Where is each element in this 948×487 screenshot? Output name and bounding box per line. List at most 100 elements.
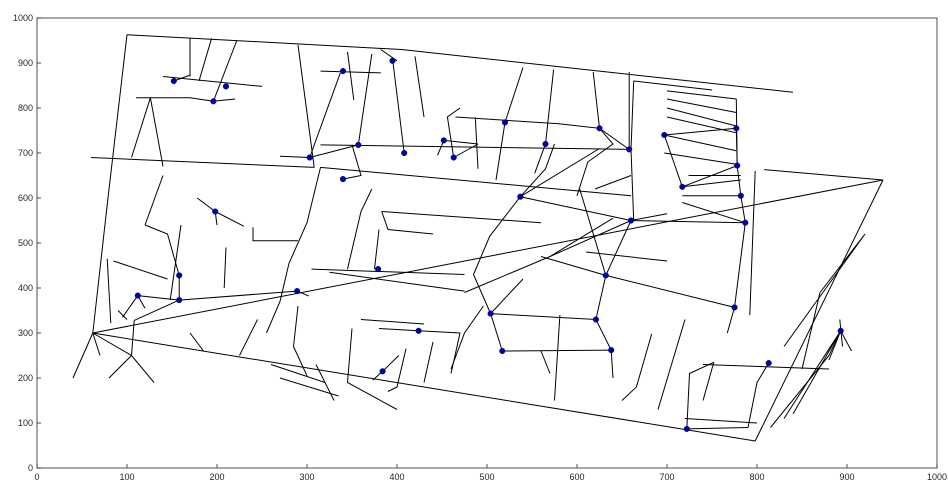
network-node-16 [339, 176, 347, 183]
network-node-28 [375, 266, 382, 273]
network-node-18 [679, 183, 686, 190]
road-edge-113 [92, 332, 132, 356]
y-tick-label-8: 800 [18, 103, 33, 113]
road-edge-65 [549, 217, 614, 257]
road-edge-114 [72, 332, 94, 379]
road-edge-25 [357, 53, 373, 145]
road-edge-75 [381, 211, 434, 235]
road-edge-9 [212, 40, 238, 102]
road-edge-21 [320, 144, 632, 150]
road-edge-66 [585, 251, 668, 262]
road-edge-126 [684, 418, 758, 424]
x-axis-ticks: 0 100 200 300 400 500 600 700 800 900 1000 [34, 464, 947, 482]
network-node-33 [415, 327, 422, 334]
road-edge-130 [840, 330, 852, 352]
road-edge-116 [108, 355, 132, 379]
road-edge-112 [92, 332, 101, 356]
road-edge-0 [126, 34, 794, 93]
road-edge-62 [594, 175, 632, 190]
x-tick-label-6: 600 [569, 472, 584, 482]
road-edge-120 [657, 319, 686, 410]
road-edge-95 [252, 227, 298, 242]
y-tick-label-4: 400 [18, 283, 33, 293]
road-edge-48 [682, 165, 738, 188]
road-edge-133 [801, 292, 821, 370]
road-edge-115 [131, 355, 155, 383]
road-edge-111 [189, 332, 204, 352]
road-edge-11 [149, 97, 164, 167]
road-edge-103 [382, 355, 400, 372]
road-edge-67 [579, 188, 607, 276]
road-edge-47 [663, 134, 683, 187]
road-edge-34 [495, 67, 524, 181]
road-edge-42 [666, 107, 737, 127]
x-tick-label-7: 700 [659, 472, 674, 482]
road-edge-108 [279, 377, 339, 397]
road-edge-79 [311, 268, 465, 275]
road-edges [72, 34, 884, 442]
road-edge-2 [92, 179, 884, 334]
road-edge-23 [266, 167, 321, 334]
network-node-22 [627, 217, 635, 224]
y-tick-label-5: 500 [18, 238, 33, 248]
road-edge-71 [502, 349, 612, 352]
road-edge-39 [633, 80, 713, 91]
road-edge-31 [446, 107, 461, 158]
network-node-20 [737, 192, 744, 199]
road-edge-53 [726, 128, 746, 334]
road-edge-69 [554, 314, 561, 401]
road-edge-80 [329, 271, 465, 292]
y-tick-label-2: 200 [18, 373, 33, 383]
road-edge-56 [764, 169, 884, 181]
road-edge-86 [144, 224, 180, 301]
network-node-8 [440, 137, 447, 144]
x-tick-label-10: 1000 [927, 472, 947, 482]
road-edge-105 [387, 348, 407, 392]
network-node-1 [222, 83, 230, 90]
road-edge-77 [374, 229, 380, 270]
x-tick-label-8: 800 [749, 472, 764, 482]
road-edge-102 [418, 330, 461, 334]
road-edge-26 [392, 58, 405, 154]
road-edge-52 [682, 202, 746, 224]
road-edge-60 [520, 196, 632, 221]
road-edge-59 [472, 196, 668, 321]
road-edge-61 [630, 220, 746, 224]
road-edge-54 [735, 98, 738, 166]
road-edge-41 [666, 98, 737, 113]
network-node-15 [733, 125, 740, 132]
network-node-7 [401, 149, 408, 157]
network-node-21 [742, 219, 749, 226]
network-node-5 [306, 154, 313, 161]
network-node-19 [734, 162, 741, 169]
y-tick-label-6: 600 [18, 193, 33, 203]
network-node-13 [626, 146, 633, 153]
road-edge-76 [381, 211, 542, 224]
road-edge-131 [828, 330, 842, 361]
road-edge-20 [309, 144, 359, 158]
network-node-32 [592, 316, 599, 323]
road-edge-16 [297, 44, 315, 168]
y-tick-label-0: 0 [28, 463, 33, 473]
road-edge-99 [346, 328, 398, 410]
network-node-34 [499, 347, 506, 355]
road-edge-72 [490, 313, 503, 352]
y-tick-label-10: 1000 [13, 13, 33, 23]
road-edge-88 [113, 260, 168, 280]
x-tick-label-3: 300 [299, 472, 314, 482]
road-edge-129 [792, 330, 842, 415]
road-edge-19 [279, 155, 310, 158]
road-edge-119 [621, 333, 653, 401]
road-edge-64 [540, 256, 735, 308]
road-edge-27 [414, 56, 425, 118]
network-node-2 [210, 98, 217, 105]
road-edge-90 [169, 224, 182, 301]
road-edge-1 [92, 34, 128, 334]
y-tick-label-9: 900 [18, 58, 33, 68]
road-edge-58 [520, 148, 600, 198]
road-edge-55 [749, 170, 756, 316]
road-edge-18 [309, 72, 341, 158]
road-edge-106 [423, 341, 434, 383]
x-tick-label-9: 900 [839, 472, 854, 482]
network-node-11 [542, 140, 549, 148]
